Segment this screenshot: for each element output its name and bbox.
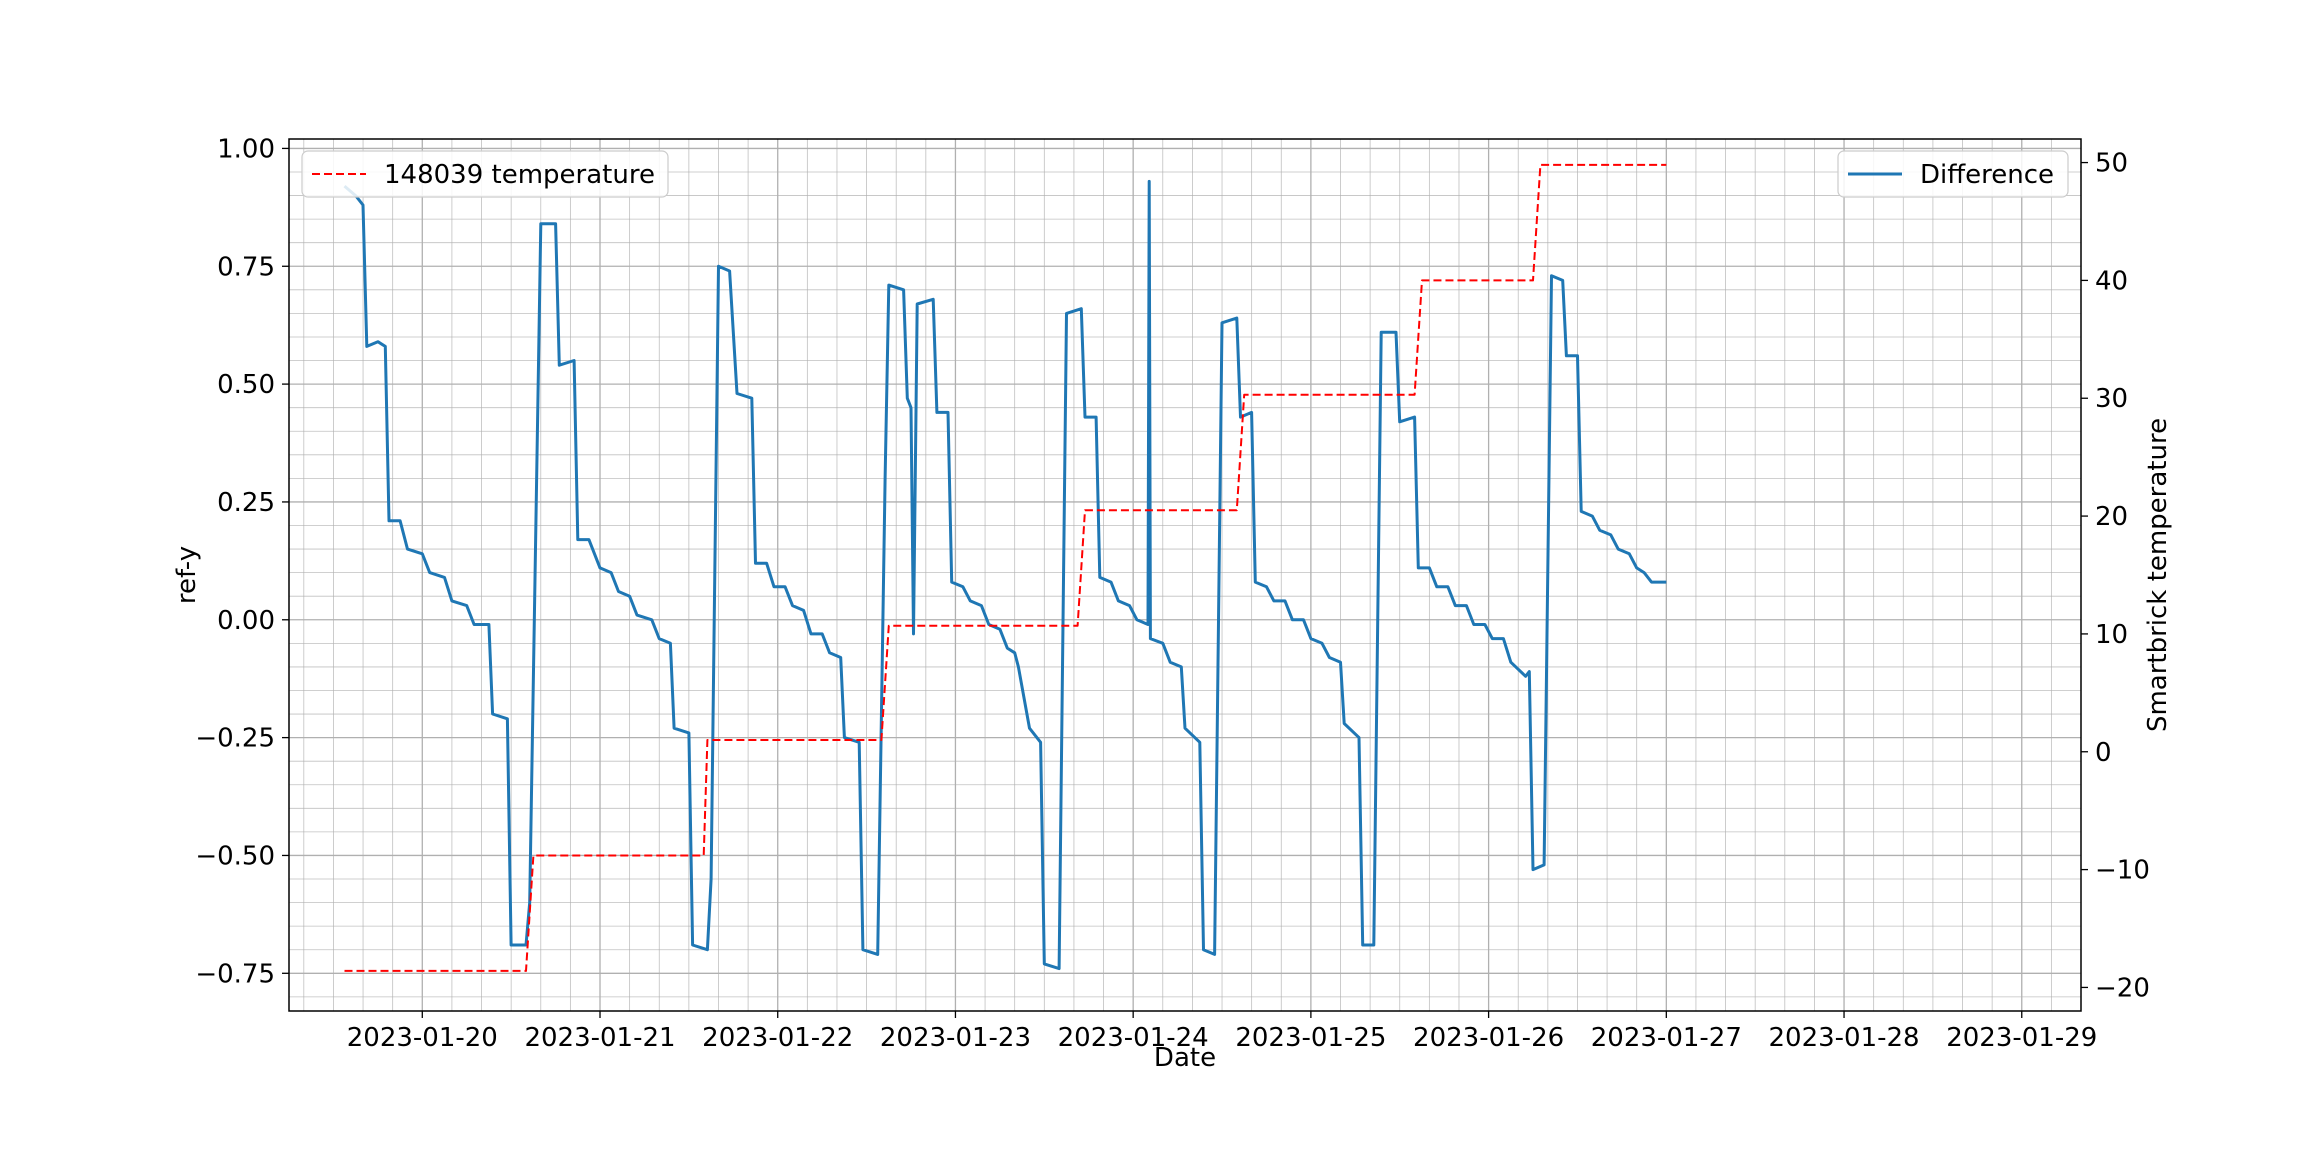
plot-area-frame bbox=[288, 138, 2082, 1012]
major-gridlines bbox=[289, 139, 2081, 1011]
legend-difference-box bbox=[1837, 150, 2069, 198]
legend-temperature-box bbox=[301, 150, 669, 198]
x-tick-label: 2023-01-28 bbox=[1768, 1023, 1919, 1053]
x-tick-label: 2023-01-24 bbox=[1058, 1023, 1209, 1053]
x-tick-label: 2023-01-20 bbox=[347, 1023, 498, 1053]
x-tick-label: 2023-01-25 bbox=[1235, 1023, 1386, 1053]
x-tick-label: 2023-01-22 bbox=[702, 1023, 853, 1053]
left-y-tick-label: 1.00 bbox=[217, 134, 275, 164]
difference-series-line bbox=[343, 179, 1667, 971]
right-y-axis-title: Smartbrick temperature bbox=[2143, 418, 2173, 732]
legend-difference: Difference bbox=[1837, 150, 2069, 198]
minor-gridlines bbox=[289, 139, 2082, 1011]
right-y-tick-label: 50 bbox=[2095, 149, 2128, 179]
x-tick-label: 2023-01-26 bbox=[1413, 1023, 1564, 1053]
x-axis-ticks: 2023-01-20 2023-01-21 2023-01-22 2023-01-23… bbox=[347, 1011, 2097, 1053]
left-y-axis-ticks: −0.75 −0.50 −0.25 0.00 0.25 0.50 0.75 1.00 bbox=[195, 134, 289, 989]
left-y-tick-label: −0.75 bbox=[195, 959, 275, 989]
left-y-tick-label: 0.75 bbox=[217, 252, 275, 282]
left-y-tick-label: −0.25 bbox=[195, 724, 275, 754]
right-y-tick-label: 20 bbox=[2095, 502, 2128, 532]
right-y-tick-label: −20 bbox=[2095, 973, 2150, 1003]
x-tick-label: 2023-01-27 bbox=[1591, 1023, 1742, 1053]
right-y-tick-label: 30 bbox=[2095, 384, 2128, 414]
series-layer bbox=[343, 163, 1667, 972]
x-tick-label: 2023-01-29 bbox=[1946, 1023, 2097, 1053]
left-y-tick-label: −0.50 bbox=[195, 841, 275, 871]
x-tick-label: 2023-01-23 bbox=[880, 1023, 1031, 1053]
right-y-tick-label: 40 bbox=[2095, 266, 2128, 296]
right-y-tick-label: −10 bbox=[2095, 856, 2150, 886]
legend-difference-label: Difference bbox=[1920, 160, 2054, 190]
legend-temperature: 148039 temperature bbox=[301, 150, 669, 198]
left-y-axis-title: ref-y bbox=[172, 546, 202, 604]
left-y-tick-label: 0.25 bbox=[217, 488, 275, 518]
x-axis-title: Date bbox=[1154, 1043, 1216, 1073]
left-y-tick-label: 0.50 bbox=[217, 370, 275, 400]
legend-temperature-label: 148039 temperature bbox=[384, 160, 655, 190]
right-y-axis-ticks: −20 −10 0 10 20 30 40 50 bbox=[2081, 149, 2150, 1003]
right-y-tick-label: 0 bbox=[2095, 738, 2112, 768]
right-y-tick-label: 10 bbox=[2095, 620, 2128, 650]
x-tick-label: 2023-01-21 bbox=[524, 1023, 675, 1053]
temperature-series-line bbox=[344, 163, 1667, 972]
left-y-tick-label: 0.00 bbox=[217, 606, 275, 636]
